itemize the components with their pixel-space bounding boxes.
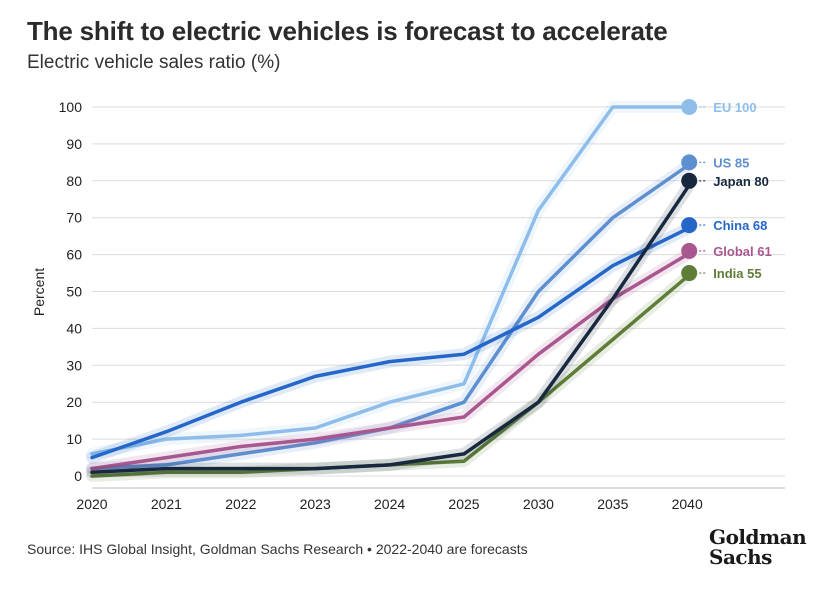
logo-line-2: Sachs (709, 545, 772, 569)
x-tick-label: 2023 (300, 496, 331, 512)
goldman-sachs-logo: Goldman Sachs (709, 525, 807, 569)
y-tick-label: 70 (66, 210, 82, 226)
y-tick-label: 20 (66, 394, 82, 410)
y-tick-label: 40 (66, 320, 82, 336)
chart-subtitle: Electric vehicle sales ratio (%) (27, 52, 281, 73)
source-note: Source: IHS Global Insight, Goldman Sach… (27, 541, 528, 557)
x-tick-label: 2025 (448, 496, 479, 512)
x-tick-label: 2040 (672, 496, 703, 512)
x-tick-label: 2021 (151, 496, 182, 512)
series-line-japan (90, 186, 689, 475)
y-tick-label: 60 (66, 247, 82, 263)
gridlines (92, 106, 785, 489)
end-marker-china (681, 217, 698, 234)
end-label-eu: EU 100 (713, 100, 756, 115)
series-line-global (90, 252, 689, 471)
x-tick-label: 2024 (374, 496, 405, 512)
y-tick-label: 90 (66, 136, 82, 152)
series-line-eu (90, 105, 689, 456)
end-label-us: US 85 (713, 155, 749, 170)
y-axis-label: Percent (31, 268, 47, 316)
y-tick-label: 100 (59, 99, 83, 115)
x-axis-ticks: 2020 2021 2022 2023 2024 2025 2030 2035 2040 (76, 496, 703, 512)
end-marker-us (681, 154, 698, 171)
x-tick-label: 2020 (76, 496, 107, 512)
y-axis-ticks: 0 10 20 30 40 50 60 70 80 90 100 (59, 99, 83, 484)
y-tick-label: 0 (74, 468, 82, 484)
x-tick-label: 2030 (523, 496, 554, 512)
end-label-japan: Japan 80 (713, 174, 769, 189)
x-tick-label: 2022 (225, 496, 256, 512)
series-lines (86, 101, 694, 482)
y-tick-label: 80 (66, 173, 82, 189)
y-tick-label: 30 (66, 357, 82, 373)
series-line-china (90, 227, 689, 460)
end-marker-global (681, 242, 698, 259)
y-tick-label: 10 (66, 431, 82, 447)
x-tick-label: 2035 (597, 496, 628, 512)
end-marker-india (681, 265, 698, 282)
chart-title: The shift to electric vehicles is foreca… (27, 16, 668, 46)
end-label-india: India 55 (713, 266, 761, 281)
end-label-global: Global 61 (713, 244, 772, 259)
end-marker-eu (681, 99, 698, 115)
end-marker-japan (681, 172, 698, 189)
end-label-china: China 68 (713, 218, 767, 233)
y-tick-label: 50 (66, 284, 82, 300)
logo-line-1: Goldman (709, 525, 807, 549)
end-markers: EU 100 US 85 Japan 80 China 68 Global 61 Indi… (681, 99, 772, 282)
